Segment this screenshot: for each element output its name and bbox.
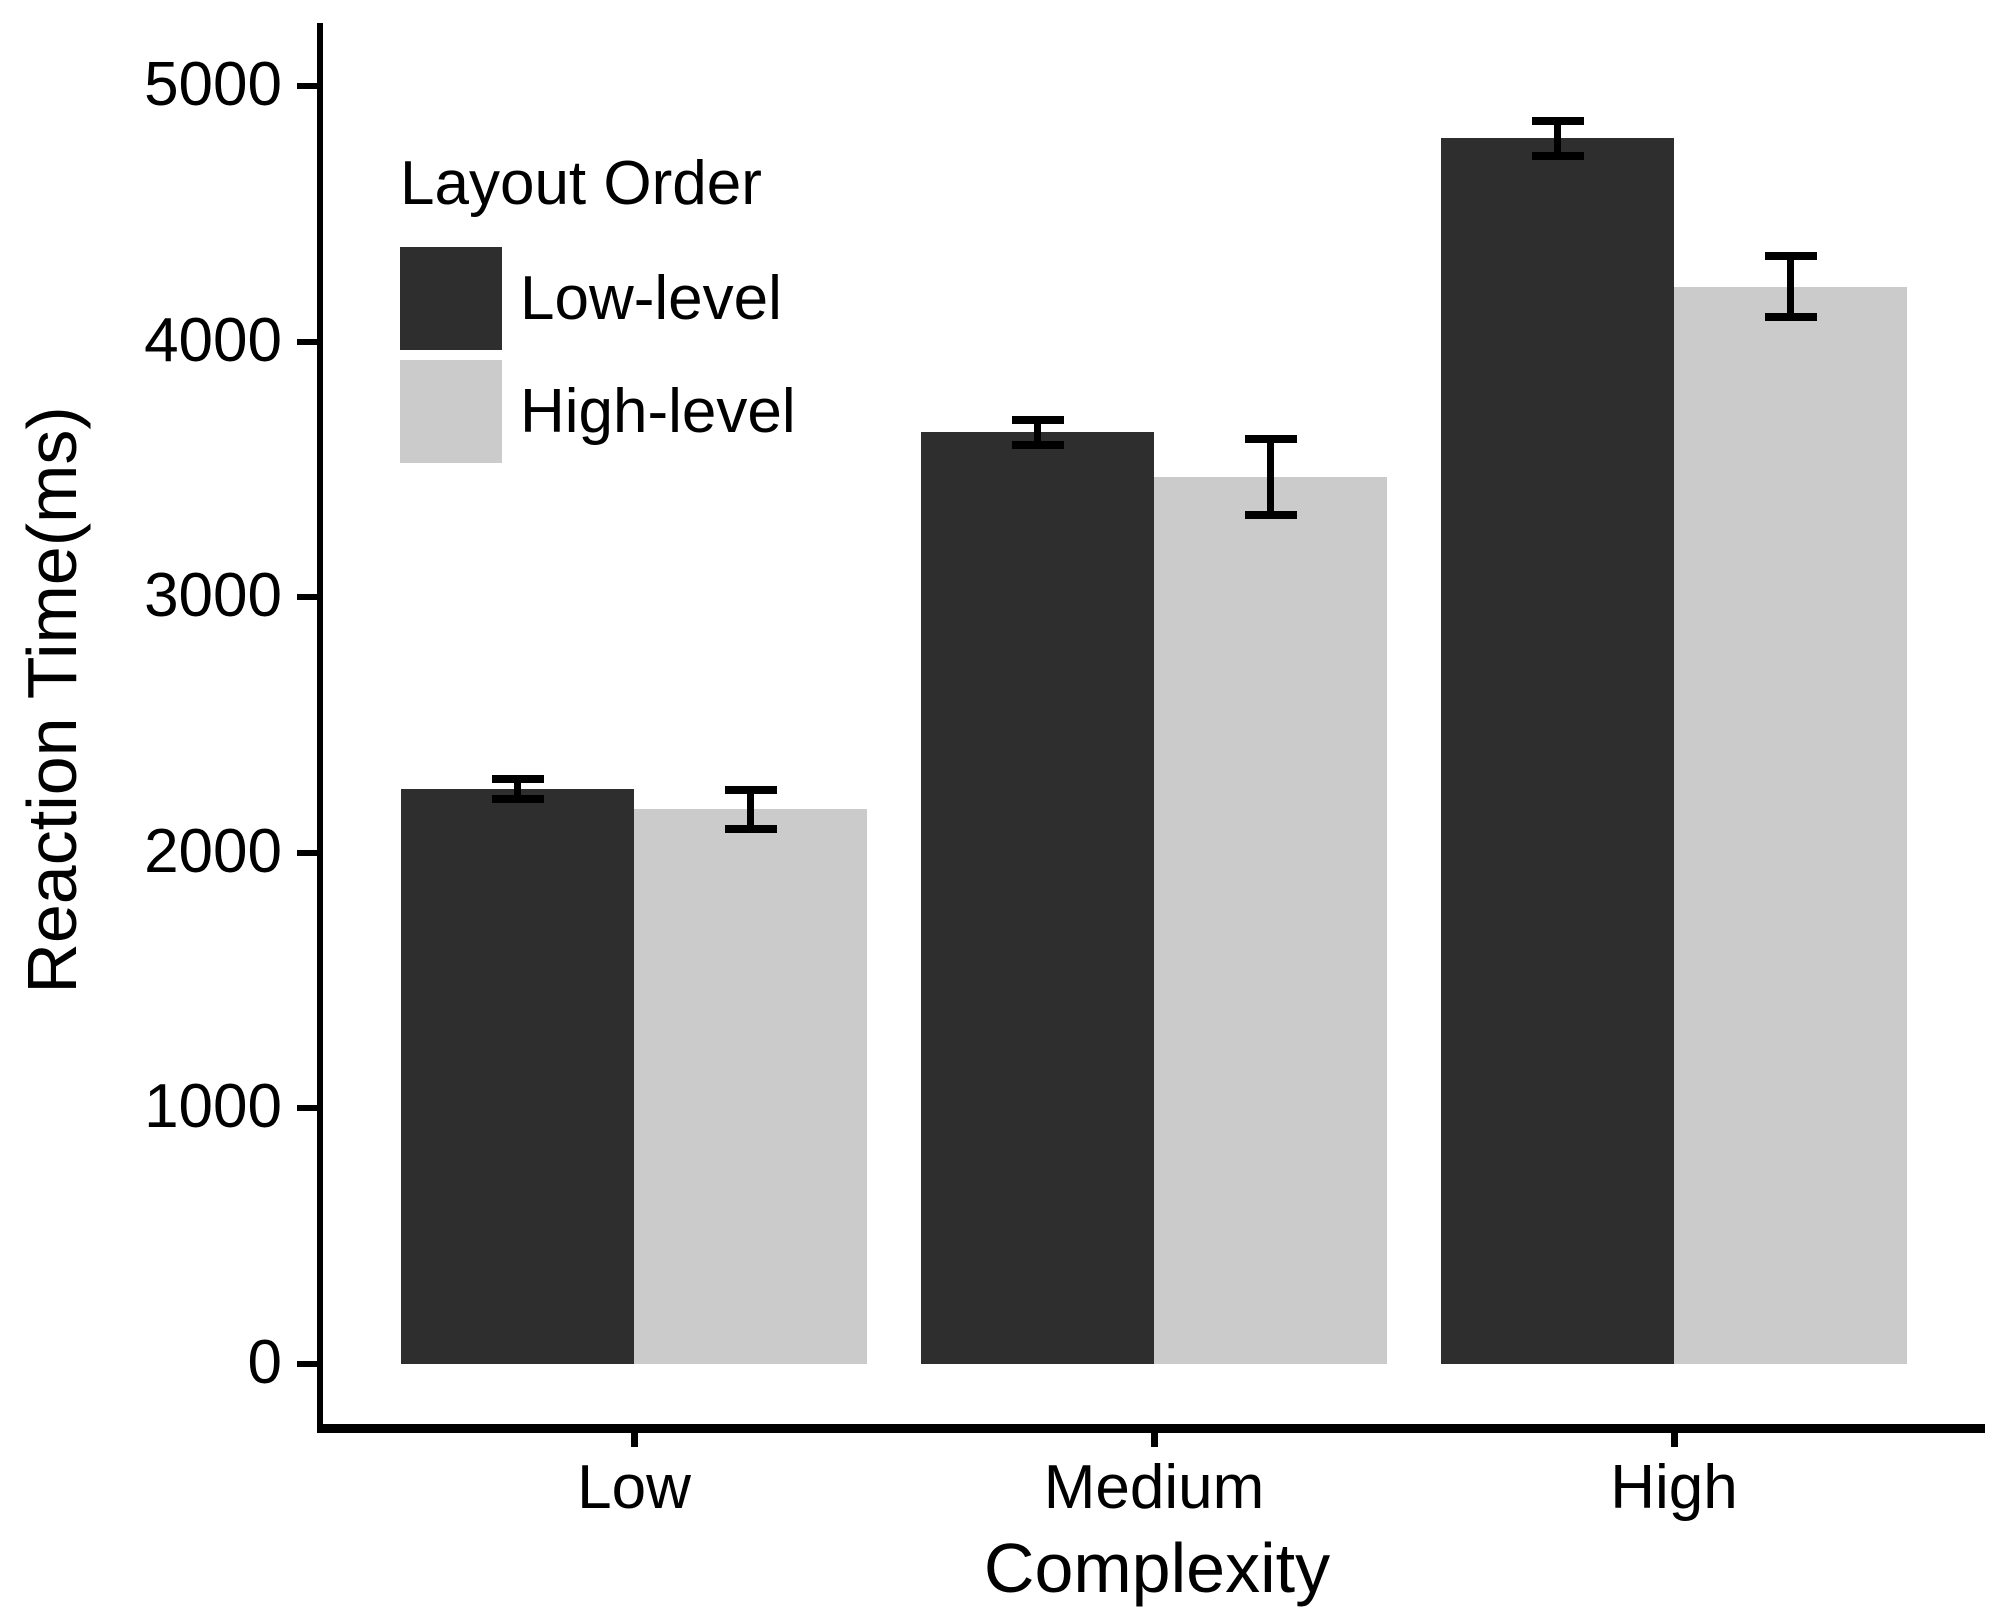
x-axis-title: Complexity [983,1529,1331,1607]
y-tick-label-0: 0 [247,1328,282,1398]
legend-label-low-level: Low-level [520,264,782,333]
error-bar-low-level-low-cap-bottom [491,795,544,804]
y-tick-mark-1000 [297,1105,317,1112]
error-bar-high-level-medium-cap-top [1244,434,1297,443]
error-bar-low-level-low-cap-top [491,774,544,783]
y-tick-mark-3000 [297,594,317,601]
y-tick-label-4000: 4000 [144,305,282,375]
error-bar-high-level-high-cap-bottom [1764,313,1817,322]
error-bar-high-level-high-stem [1787,255,1794,318]
x-category-label-medium: Medium [1043,1453,1265,1522]
error-bar-low-level-medium-stem [1034,419,1041,446]
x-tick-mark-medium [1150,1433,1158,1447]
error-bar-low-level-high-cap-top [1531,116,1584,125]
error-bar-high-level-medium-stem [1267,438,1274,516]
x-category-label-low: Low [577,1453,691,1522]
x-tick-mark-low [630,1433,638,1447]
x-tick-mark-high [1670,1433,1678,1447]
x-category-label-high: High [1610,1453,1738,1522]
error-bar-low-level-high-cap-bottom [1531,152,1584,161]
bar-low-level-high [1441,138,1674,1364]
y-tick-mark-5000 [297,83,317,89]
error-bar-low-level-medium-cap-bottom [1011,441,1064,450]
y-tick-label-3000: 3000 [144,561,282,631]
error-bar-low-level-high-stem [1554,120,1561,157]
bar-low-level-low [401,788,634,1364]
y-axis-title: Reaction Time(ms) [13,406,91,994]
error-bar-high-level-medium-cap-bottom [1244,511,1297,520]
y-tick-label-1000: 1000 [144,1072,282,1142]
bar-high-level-high [1674,286,1907,1364]
legend-item-high-level: High-level [400,360,796,463]
error-bar-high-level-low-stem [747,790,754,829]
error-bar-high-level-low-cap-bottom [724,824,777,833]
legend-label-high-level: High-level [520,377,796,446]
legend-title: Layout Order [400,149,762,218]
error-bar-high-level-low-cap-top [724,786,777,795]
legend-swatch-high-level [400,360,502,463]
bar-high-level-medium [1154,477,1387,1364]
error-bar-low-level-medium-cap-top [1011,415,1064,424]
legend: Layout Order Low-level High-level [400,148,796,473]
bar-high-level-low [634,809,867,1364]
y-tick-mark-0 [297,1361,317,1367]
y-tick-mark-4000 [297,338,317,345]
error-bar-high-level-high-cap-top [1764,251,1817,260]
bar-low-level-medium [921,432,1154,1364]
y-tick-mark-2000 [297,849,317,856]
y-tick-label-5000: 5000 [144,50,282,120]
error-bar-low-level-low-stem [514,778,521,800]
legend-item-low-level: Low-level [400,247,796,350]
y-axis-line [317,23,323,1433]
y-tick-label-2000: 2000 [144,816,282,886]
legend-swatch-low-level [400,247,502,350]
x-axis-line [317,1424,1985,1433]
